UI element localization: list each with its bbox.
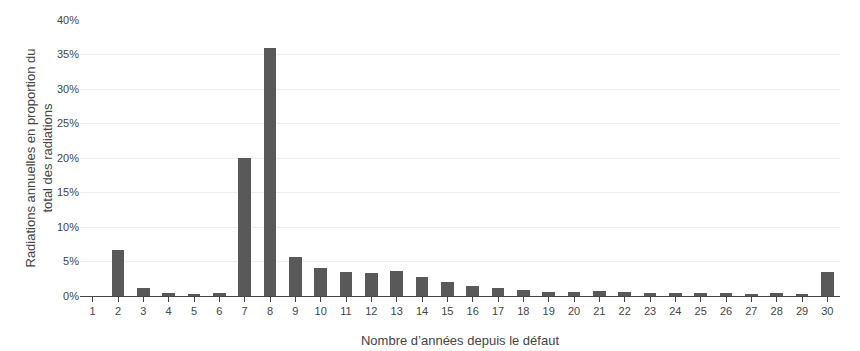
svg-text:27: 27	[745, 305, 757, 317]
svg-text:5%: 5%	[63, 255, 79, 267]
svg-text:5: 5	[191, 305, 197, 317]
svg-text:28: 28	[771, 305, 783, 317]
svg-text:21: 21	[593, 305, 605, 317]
svg-text:23: 23	[644, 305, 656, 317]
svg-text:13: 13	[391, 305, 403, 317]
svg-text:6: 6	[216, 305, 222, 317]
svg-text:4: 4	[166, 305, 172, 317]
svg-text:12: 12	[365, 305, 377, 317]
svg-text:14: 14	[416, 305, 428, 317]
svg-text:10%: 10%	[57, 221, 79, 233]
svg-text:24: 24	[669, 305, 681, 317]
svg-text:35%: 35%	[57, 48, 79, 60]
svg-text:25%: 25%	[57, 117, 79, 129]
svg-text:7: 7	[242, 305, 248, 317]
svg-text:18: 18	[517, 305, 529, 317]
svg-text:20%: 20%	[57, 152, 79, 164]
svg-text:40%: 40%	[57, 14, 79, 26]
svg-text:30%: 30%	[57, 83, 79, 95]
svg-text:3: 3	[140, 305, 146, 317]
svg-text:0%: 0%	[63, 290, 79, 302]
svg-text:10: 10	[315, 305, 327, 317]
svg-text:16: 16	[467, 305, 479, 317]
svg-text:1: 1	[90, 305, 96, 317]
svg-text:2: 2	[115, 305, 121, 317]
svg-text:8: 8	[267, 305, 273, 317]
svg-text:15: 15	[441, 305, 453, 317]
svg-text:9: 9	[292, 305, 298, 317]
svg-text:20: 20	[568, 305, 580, 317]
svg-text:19: 19	[543, 305, 555, 317]
svg-text:15%: 15%	[57, 186, 79, 198]
svg-text:30: 30	[821, 305, 833, 317]
svg-text:26: 26	[720, 305, 732, 317]
svg-text:Radiations annuelles en propor: Radiations annuelles en proportion dutot…	[23, 49, 55, 268]
svg-text:Nombre d’années depuis le défa: Nombre d’années depuis le défaut	[361, 333, 559, 348]
svg-text:17: 17	[492, 305, 504, 317]
svg-text:25: 25	[695, 305, 707, 317]
svg-text:22: 22	[619, 305, 631, 317]
svg-text:29: 29	[796, 305, 808, 317]
svg-text:11: 11	[340, 305, 351, 317]
